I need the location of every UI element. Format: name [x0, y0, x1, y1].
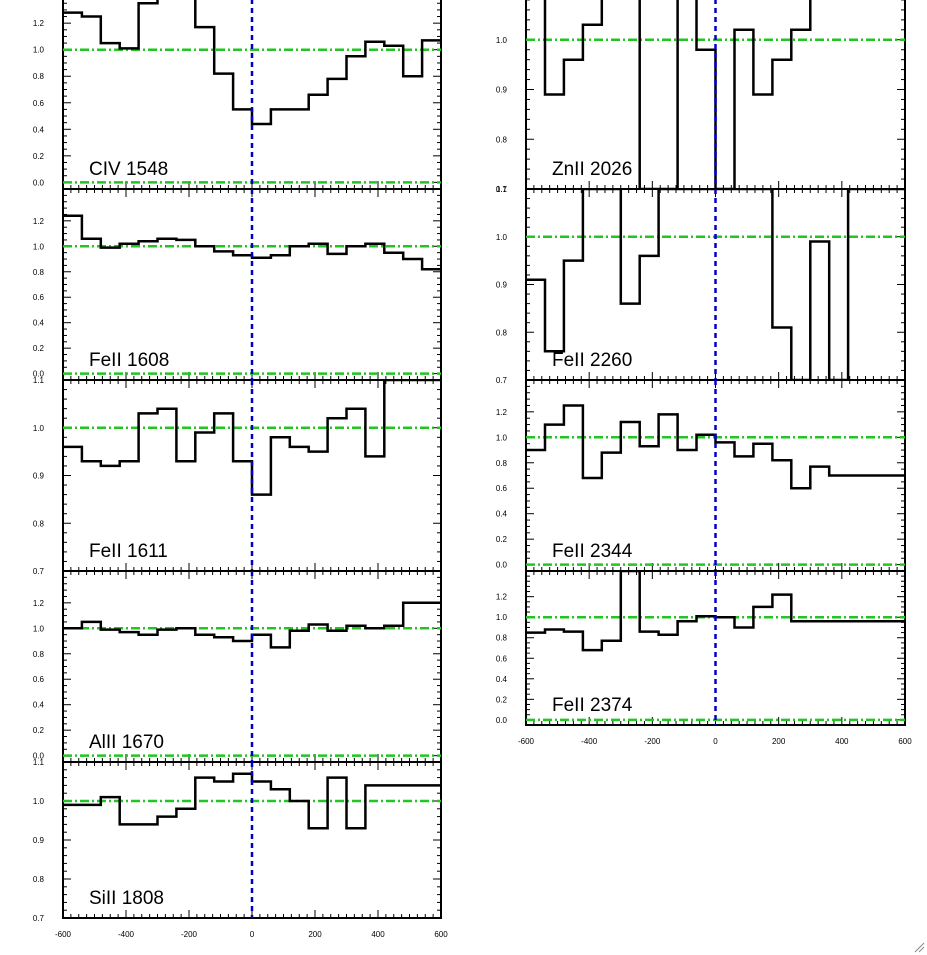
panel-label: ZnII 2026: [552, 159, 632, 180]
y-tick-label: 1.0: [33, 624, 45, 633]
panel-0: 0.0 0.2 0.4 0.6 0.8 1.0 1.2 CIV 1548: [33, 0, 442, 190]
panel-label: FeII 2260: [552, 350, 632, 371]
y-tick-label: 1.0: [33, 242, 45, 251]
panel-3: 0.0 0.2 0.4 0.6 0.8 1.0 1.2 AlII 1670: [33, 570, 442, 763]
spectrum-histogram: [63, 380, 441, 496]
y-tick-label: 1.0: [496, 233, 508, 242]
panel-label: SiII 1808: [89, 888, 164, 909]
y-tick-label: 1.0: [33, 46, 45, 55]
x-tick-label: 600: [898, 737, 912, 746]
y-tick-label: 0.2: [33, 152, 45, 161]
y-tick-label: 0.9: [33, 836, 45, 845]
y-tick-label: 0.9: [496, 281, 508, 290]
x-tick-label: -600: [518, 737, 535, 746]
y-tick-label: 0.4: [33, 125, 45, 134]
y-tick-label: 1.1: [496, 185, 508, 194]
y-tick-label: 0.2: [496, 535, 508, 544]
y-tick-label: 0.7: [33, 914, 45, 923]
spectrum-histogram: [526, 571, 905, 652]
y-tick-label: 0.6: [33, 99, 45, 108]
panel-4: 0.7 0.8 0.9 1.0 1.1 -600 -400 -200 0 200 400 600 SiI…: [33, 758, 448, 939]
panel-label: CIV 1548: [89, 159, 168, 180]
x-tick-label: 200: [772, 737, 786, 746]
x-tick-label: 400: [371, 930, 385, 939]
y-tick-label: 0.2: [496, 695, 508, 704]
y-tick-label: 0.6: [496, 484, 508, 493]
x-tick-label: -200: [181, 930, 198, 939]
y-tick-label: 1.2: [33, 599, 45, 608]
y-tick-label: 0.8: [33, 519, 45, 528]
y-tick-label: 0.7: [496, 185, 508, 194]
y-tick-label: 0.4: [496, 675, 508, 684]
y-tick-label: 0.8: [33, 650, 45, 659]
y-tick-label: 0.8: [33, 268, 45, 277]
panel-label: FeII 2374: [552, 695, 633, 716]
x-tick-label: -400: [118, 930, 135, 939]
x-tick-label: 400: [835, 737, 849, 746]
panel-7: 0.0 0.2 0.4 0.6 0.8 1.0 1.2 FeII 2344: [496, 379, 906, 572]
y-tick-label: 0.2: [33, 726, 45, 735]
x-tick-label: 0: [713, 737, 718, 746]
spectrum-histogram: [63, 601, 441, 649]
x-tick-label: 600: [434, 930, 448, 939]
y-tick-label: 0.0: [33, 178, 45, 187]
spectrum-histogram: [526, 404, 905, 490]
x-tick-label: -600: [55, 930, 72, 939]
y-tick-label: 1.1: [33, 376, 45, 385]
y-tick-label: 0.9: [33, 472, 45, 481]
y-tick-label: 1.1: [33, 758, 45, 767]
y-tick-label: 0.6: [496, 654, 508, 663]
x-tick-label: -400: [581, 737, 598, 746]
y-tick-label: 0.8: [496, 328, 508, 337]
x-tick-label: -200: [644, 737, 661, 746]
panel-label: AlII 1670: [89, 732, 164, 753]
y-tick-label: 0.8: [33, 875, 45, 884]
y-tick-label: 1.0: [33, 424, 45, 433]
y-tick-label: 0.0: [33, 370, 45, 379]
y-tick-label: 0.8: [33, 72, 45, 81]
y-tick-label: 0.0: [496, 561, 508, 570]
y-tick-label: 0.0: [496, 716, 508, 725]
panel-label: FeII 1608: [89, 350, 169, 371]
panel-8: 0.0 0.2 0.4 0.6 0.8 1.0 1.2 -600 -400 -200 0 200 400…: [496, 570, 912, 746]
y-tick-label: 1.2: [496, 408, 508, 417]
y-tick-label: 0.4: [496, 510, 508, 519]
y-tick-label: 1.0: [496, 433, 508, 442]
y-tick-label: 0.4: [33, 319, 45, 328]
y-tick-label: 0.7: [496, 376, 508, 385]
y-tick-label: 0.0: [33, 752, 45, 761]
y-tick-label: 0.7: [33, 567, 45, 576]
panel-1: 0.0 0.2 0.4 0.6 0.8 1.0 1.2 FeII 1608: [33, 188, 442, 381]
resize-grip-icon[interactable]: [913, 941, 925, 953]
panel-label: FeII 2344: [552, 541, 633, 562]
y-tick-label: 1.0: [33, 797, 45, 806]
spectrum-histogram: [526, 189, 905, 380]
y-tick-label: 0.8: [496, 634, 508, 643]
panel-5: 0.7 0.8 0.9 1.0 1.1 ZnII 2026: [496, 0, 906, 194]
y-tick-label: 0.6: [33, 293, 45, 302]
panel-2: 0.7 0.8 0.9 1.0 1.1 FeII 1611: [33, 376, 442, 576]
y-tick-label: 0.6: [33, 675, 45, 684]
y-tick-label: 1.0: [496, 36, 508, 45]
y-tick-label: 1.2: [33, 217, 45, 226]
y-tick-label: 1.2: [496, 593, 508, 602]
panel-label: FeII 1611: [89, 541, 168, 562]
panel-6: 0.7 0.8 0.9 1.0 1.1 FeII 2260: [496, 185, 906, 385]
y-tick-label: 0.9: [496, 86, 508, 95]
x-tick-label: 0: [250, 930, 255, 939]
y-tick-label: 0.4: [33, 701, 45, 710]
y-tick-label: 1.2: [33, 19, 45, 28]
spectrum-histogram: [543, 0, 812, 189]
y-tick-label: 0.8: [496, 135, 508, 144]
y-tick-label: 0.8: [496, 459, 508, 468]
y-tick-label: 0.2: [33, 344, 45, 353]
x-tick-label: 200: [308, 930, 322, 939]
y-tick-label: 1.0: [496, 613, 508, 622]
